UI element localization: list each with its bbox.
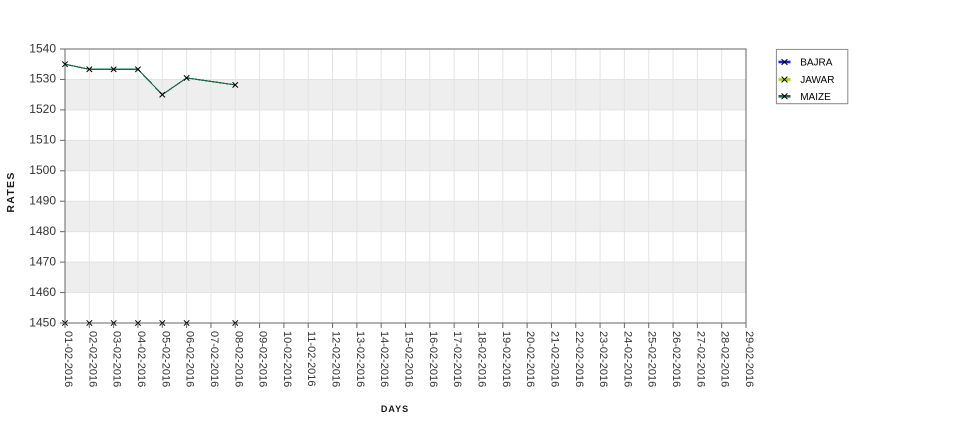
svg-text:DAYS: DAYS: [381, 404, 409, 414]
svg-text:03-02-2016: 03-02-2016: [111, 331, 123, 387]
svg-text:MAIZE: MAIZE: [800, 92, 831, 103]
svg-text:22-02-2016: 22-02-2016: [573, 331, 585, 387]
svg-text:20-02-2016: 20-02-2016: [524, 331, 536, 387]
svg-text:15-02-2016: 15-02-2016: [403, 331, 415, 387]
svg-text:1500: 1500: [29, 163, 56, 177]
svg-text:RATES: RATES: [5, 171, 17, 212]
svg-text:24-02-2016: 24-02-2016: [621, 331, 633, 387]
svg-text:01-02-2016: 01-02-2016: [62, 331, 74, 387]
svg-text:21-02-2016: 21-02-2016: [548, 331, 560, 387]
svg-text:1520: 1520: [29, 102, 56, 116]
svg-text:14-02-2016: 14-02-2016: [378, 331, 390, 387]
svg-text:19-02-2016: 19-02-2016: [500, 331, 512, 387]
svg-text:1460: 1460: [29, 285, 56, 299]
svg-text:28-02-2016: 28-02-2016: [719, 331, 731, 387]
svg-text:BAJRA: BAJRA: [800, 58, 833, 69]
svg-text:09-02-2016: 09-02-2016: [257, 331, 269, 387]
svg-text:07-02-2016: 07-02-2016: [208, 331, 220, 387]
svg-text:05-02-2016: 05-02-2016: [159, 331, 171, 387]
svg-text:02-02-2016: 02-02-2016: [86, 331, 98, 387]
svg-text:1450: 1450: [29, 315, 56, 329]
svg-text:16-02-2016: 16-02-2016: [427, 331, 439, 387]
svg-text:1530: 1530: [29, 72, 56, 86]
svg-text:29-02-2016: 29-02-2016: [743, 331, 755, 387]
svg-text:23-02-2016: 23-02-2016: [597, 331, 609, 387]
svg-text:1540: 1540: [29, 41, 56, 55]
svg-text:25-02-2016: 25-02-2016: [646, 331, 658, 387]
svg-text:17-02-2016: 17-02-2016: [451, 331, 463, 387]
svg-text:18-02-2016: 18-02-2016: [475, 331, 487, 387]
svg-text:26-02-2016: 26-02-2016: [670, 331, 682, 387]
svg-text:JAWAR: JAWAR: [800, 75, 834, 86]
svg-text:12-02-2016: 12-02-2016: [330, 331, 342, 387]
svg-text:1470: 1470: [29, 254, 56, 268]
svg-text:10-02-2016: 10-02-2016: [281, 331, 293, 387]
svg-text:08-02-2016: 08-02-2016: [232, 331, 244, 387]
svg-text:1510: 1510: [29, 133, 56, 147]
svg-text:13-02-2016: 13-02-2016: [354, 331, 366, 387]
svg-text:06-02-2016: 06-02-2016: [184, 331, 196, 387]
svg-text:11-02-2016: 11-02-2016: [305, 331, 317, 386]
svg-text:27-02-2016: 27-02-2016: [694, 331, 706, 387]
svg-text:04-02-2016: 04-02-2016: [135, 331, 147, 387]
svg-text:1490: 1490: [29, 194, 56, 208]
svg-text:1480: 1480: [29, 224, 56, 238]
